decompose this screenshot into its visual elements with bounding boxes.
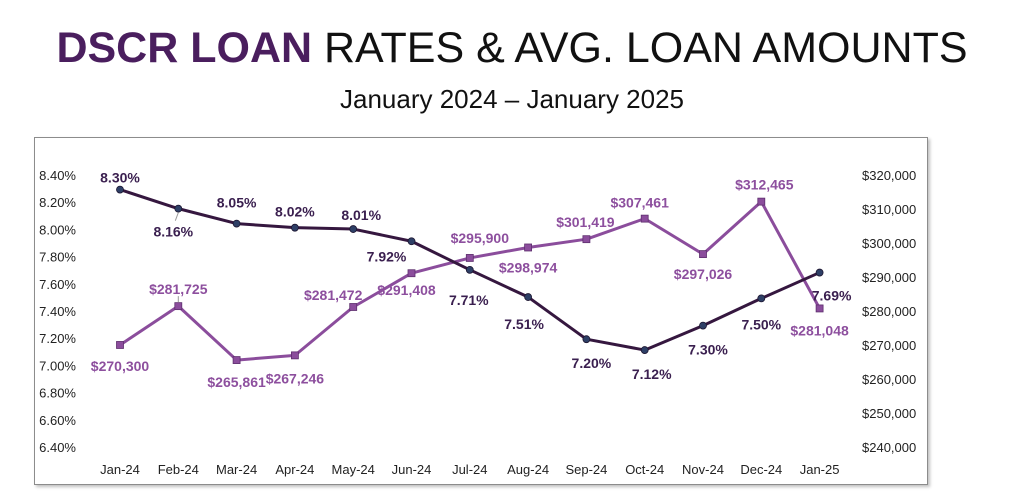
y-right-tick-label: $300,000 <box>862 236 916 251</box>
rate-point <box>116 185 124 194</box>
amount-point <box>116 341 124 349</box>
rate-point <box>757 294 766 303</box>
y-right-tick-label: $290,000 <box>862 270 916 285</box>
amount-data-label: $301,419 <box>556 214 615 230</box>
amount-point <box>290 351 299 360</box>
rate-data-label: 8.05% <box>217 195 257 211</box>
rate-data-label: 7.71% <box>449 292 489 308</box>
y-left-tick-label: 6.40% <box>39 440 76 455</box>
amount-point <box>407 269 416 278</box>
rate-data-label: 8.02% <box>275 204 315 220</box>
y-left-tick-label: 6.60% <box>39 413 76 428</box>
y-left-tick-label: 7.40% <box>39 304 76 319</box>
x-tick-label: Jun-24 <box>392 462 432 477</box>
amount-data-label: $270,300 <box>91 358 150 374</box>
rate-data-label: 7.20% <box>572 355 612 371</box>
rate-data-label: 8.01% <box>341 207 381 223</box>
y-right-tick-label: $260,000 <box>862 372 916 387</box>
amount-data-label: $312,465 <box>735 177 794 193</box>
x-tick-label: Jan-25 <box>800 462 840 477</box>
y-right-tick-label: $280,000 <box>862 304 916 319</box>
amount-data-label: $281,048 <box>790 322 849 338</box>
y-left-tick-label: 8.20% <box>39 195 76 210</box>
x-tick-label: Dec-24 <box>740 462 782 477</box>
rate-point <box>815 268 824 277</box>
y-left-tick-label: 7.80% <box>39 250 76 265</box>
amount-data-label: $265,861 <box>207 374 266 390</box>
rate-point <box>174 204 183 213</box>
rate-data-label: 7.30% <box>688 342 728 358</box>
chart-subtitle: January 2024 – January 2025 <box>339 84 685 114</box>
rate-point <box>699 321 707 330</box>
rate-point <box>524 293 532 301</box>
amount-point <box>640 214 649 223</box>
x-tick-label: Jan-24 <box>100 462 140 477</box>
x-tick-label: Jul-24 <box>452 462 487 477</box>
leader-line <box>174 212 179 221</box>
amount-point <box>815 304 824 313</box>
amount-point <box>232 356 241 364</box>
chart-title: DSCR LOAN RATES & AVG. LOAN AMOUNTS <box>0 24 1024 73</box>
amount-data-label: $267,246 <box>266 370 325 386</box>
amount-data-label: $291,408 <box>377 282 436 298</box>
rate-data-label: 7.50% <box>741 316 781 332</box>
amount-data-label: $297,026 <box>674 266 733 282</box>
rate-data-label: 8.30% <box>100 170 140 186</box>
rate-data-label: 7.69% <box>812 288 852 304</box>
x-tick-label: Aug-24 <box>507 462 549 477</box>
amount-point <box>465 254 474 262</box>
amount-point <box>174 302 183 311</box>
amount-data-label: $298,974 <box>499 259 558 275</box>
x-tick-label: Apr-24 <box>275 462 314 477</box>
rate-point <box>290 223 299 232</box>
rate-data-label: 7.92% <box>367 248 407 264</box>
amount-point <box>524 243 532 252</box>
rate-data-label: 7.51% <box>504 316 544 332</box>
amount-data-label: $295,900 <box>451 230 510 246</box>
rate-data-label: 7.12% <box>632 366 672 382</box>
y-right-tick-label: $270,000 <box>862 338 916 353</box>
y-right-tick-label: $250,000 <box>862 406 916 421</box>
y-left-tick-label: 7.20% <box>39 331 76 346</box>
rate-point <box>407 237 416 246</box>
amount-point <box>582 235 591 244</box>
rate-point <box>465 265 474 274</box>
amount-data-label: $281,725 <box>149 281 208 297</box>
y-left-tick-label: 8.40% <box>39 168 76 183</box>
title-bold: DSCR LOAN <box>56 24 313 72</box>
amount-point <box>757 197 766 206</box>
y-left-tick-label: 6.80% <box>39 386 76 401</box>
x-tick-label: Sep-24 <box>565 462 607 477</box>
rate-point <box>640 346 649 354</box>
amount-data-label: $281,472 <box>304 287 363 303</box>
y-left-tick-label: 7.00% <box>39 358 76 373</box>
y-right-tick-label: $320,000 <box>862 168 916 183</box>
amount-point <box>699 250 707 259</box>
amount-point <box>349 303 358 311</box>
rate-point <box>349 225 358 233</box>
x-tick-label: Oct-24 <box>625 462 664 477</box>
amount-data-label: $307,461 <box>610 195 669 211</box>
rate-data-label: 8.16% <box>153 224 193 240</box>
y-right-tick-label: $310,000 <box>862 202 916 217</box>
title-rest: RATES & AVG. LOAN AMOUNTS <box>312 24 968 72</box>
rate-point <box>232 219 241 228</box>
x-tick-label: May-24 <box>332 462 375 477</box>
x-tick-label: Feb-24 <box>158 462 199 477</box>
y-left-tick-label: 7.60% <box>39 277 76 292</box>
x-tick-label: Mar-24 <box>216 462 257 477</box>
y-right-tick-label: $240,000 <box>862 440 916 455</box>
x-tick-label: Nov-24 <box>682 462 724 477</box>
rate-point <box>582 335 591 344</box>
y-left-tick-label: 8.00% <box>39 222 76 237</box>
